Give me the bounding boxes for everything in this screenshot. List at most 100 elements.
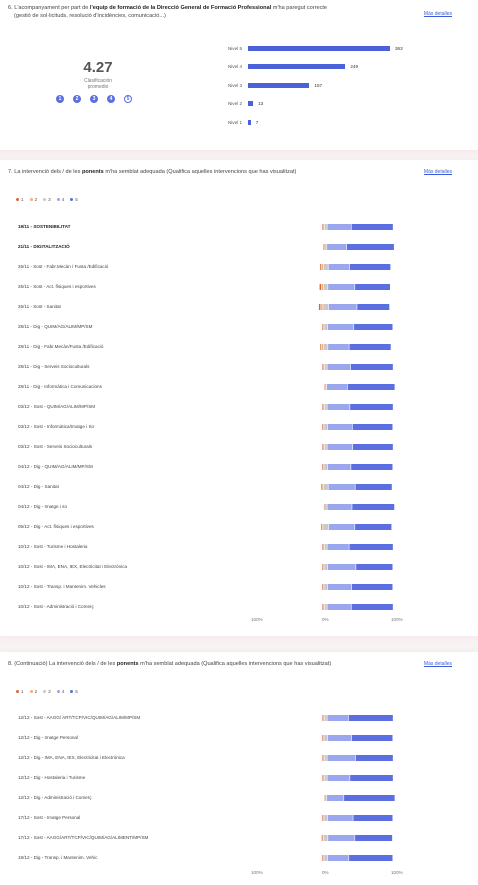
bar-segment-3 bbox=[323, 524, 329, 530]
bar-segment-1 bbox=[321, 835, 323, 841]
q7-card: 7. La intervenció dels / de les ponents … bbox=[0, 160, 478, 636]
session-label: 10/12 - Sost - Administració i Comerç bbox=[18, 604, 94, 609]
bar-segment-5 bbox=[348, 715, 393, 721]
bar-segment-2 bbox=[323, 364, 324, 370]
bar-segment-1 bbox=[322, 564, 323, 570]
bar-segment-4 bbox=[327, 855, 349, 861]
bar-segment-1 bbox=[322, 855, 323, 861]
bar-segment-5 bbox=[352, 504, 395, 510]
bar-segment-5 bbox=[344, 795, 395, 801]
bar-segment-3 bbox=[324, 755, 327, 761]
bar-segment-3 bbox=[323, 304, 329, 310]
star-3-icon: 3 bbox=[90, 95, 98, 103]
bar-segment-2 bbox=[322, 835, 324, 841]
level-bar-label: Nivel 3 bbox=[227, 82, 242, 88]
bar-segment-1 bbox=[321, 484, 322, 490]
stacked-bars-svg bbox=[318, 224, 395, 610]
bar-segment-5 bbox=[351, 224, 393, 230]
bar-segment-1 bbox=[320, 344, 322, 350]
average-rating-value: 4.27 bbox=[83, 59, 113, 76]
bar-segment-4 bbox=[327, 775, 350, 781]
bar-segment-1 bbox=[322, 604, 324, 610]
bar-segment-4 bbox=[327, 715, 349, 721]
bar-segment-2 bbox=[323, 404, 324, 410]
q7-more-details-link[interactable]: Más detalles bbox=[423, 169, 452, 175]
q6-card: 6. L'acompanyament per part de l'equip d… bbox=[0, 0, 478, 150]
bar-segment-5 bbox=[351, 735, 393, 741]
session-label: 28/11 - Dig - Fabr.Mecàn/Fusta /Edificac… bbox=[18, 344, 104, 349]
bar-segment-5 bbox=[355, 835, 393, 841]
bar-segment-5 bbox=[355, 524, 392, 530]
bar-segment-3 bbox=[324, 564, 328, 570]
bar-segment-2 bbox=[322, 815, 324, 821]
axis-tick-label: 0% bbox=[322, 617, 329, 622]
q6-more-details-link[interactable]: Más detalles bbox=[423, 11, 452, 17]
session-label: 17/12 - Sost - Imatge Personal bbox=[18, 815, 81, 820]
bar-segment-4 bbox=[327, 424, 353, 430]
legend-swatch bbox=[29, 690, 33, 694]
bar-segment-1 bbox=[322, 544, 324, 550]
bar-segment-1 bbox=[319, 264, 321, 270]
axis-tick-label: 100% bbox=[391, 617, 403, 622]
bar-segment-4 bbox=[327, 564, 356, 570]
legend-swatch bbox=[70, 198, 74, 202]
q7-title: 7. La intervenció dels / de les ponents … bbox=[8, 169, 297, 175]
bar-segment-5 bbox=[356, 564, 393, 570]
legend-label: 4 bbox=[61, 197, 65, 202]
level-bar-row: Nivel 2 13 bbox=[210, 101, 263, 107]
bar-segment-4 bbox=[327, 364, 351, 370]
bar-segment-3 bbox=[323, 344, 328, 350]
bar-segment-5 bbox=[349, 264, 391, 270]
legend-label: 2 bbox=[34, 197, 38, 202]
bar-segment-4 bbox=[327, 795, 344, 801]
bar-segment-3 bbox=[324, 795, 327, 801]
session-label: 04/12 - Dig - Imatge i so bbox=[18, 504, 68, 509]
bar-segment-3 bbox=[323, 264, 328, 270]
level-bar-count: 363 bbox=[395, 45, 403, 51]
bar-segment-5 bbox=[349, 855, 393, 861]
bar-segment-4 bbox=[327, 324, 354, 330]
bar-segment-3 bbox=[324, 544, 327, 550]
bar-segment-2 bbox=[323, 755, 324, 761]
bar-segment-5 bbox=[349, 544, 393, 550]
session-label: 10/12 - Sost - Transp. i Mantenim. Vehic… bbox=[18, 584, 106, 589]
bar-segment-2 bbox=[322, 564, 324, 570]
q8-legend: 1 2 3 4 5 bbox=[16, 689, 78, 694]
level-bar bbox=[248, 82, 310, 88]
legend-item: 3 bbox=[43, 689, 51, 694]
session-label: 28/11 - Dig - Informàtica i Comunicacion… bbox=[18, 384, 102, 389]
bar-segment-2 bbox=[323, 544, 324, 550]
bar-segment-2 bbox=[321, 264, 323, 270]
bar-segment-2 bbox=[322, 324, 324, 330]
bar-segment-1 bbox=[321, 524, 322, 530]
legend-item: 2 bbox=[29, 197, 38, 202]
bar-segment-3 bbox=[324, 855, 328, 861]
bar-segment-2 bbox=[322, 855, 324, 861]
bar-segment-2 bbox=[323, 775, 324, 781]
bar-segment-3 bbox=[324, 444, 327, 450]
bar-segment-3 bbox=[324, 324, 328, 330]
bar-segment-3 bbox=[324, 384, 327, 390]
bar-segment-4 bbox=[328, 835, 355, 841]
star-4-icon: 4 bbox=[107, 95, 115, 103]
star-2-icon: 2 bbox=[73, 95, 81, 103]
bar-segment-4 bbox=[327, 604, 351, 610]
axis-tick-label: 100% bbox=[251, 870, 263, 875]
bar-segment-5 bbox=[350, 404, 393, 410]
session-label: 12/12 - Dig - Administració i Comerç bbox=[18, 795, 92, 800]
legend-item: 4 bbox=[56, 689, 64, 694]
bar-segment-5 bbox=[351, 604, 393, 610]
q8-more-details-link[interactable]: Más detalles bbox=[423, 661, 452, 667]
bar-segment-4 bbox=[327, 815, 353, 821]
session-label: 05/12 - Dig - Act. físiques i esportives bbox=[18, 524, 94, 529]
bar-segment-3 bbox=[324, 775, 327, 781]
level-bar-row: Nivel 4 249 bbox=[210, 64, 358, 70]
stacked-bars-svg bbox=[321, 715, 395, 861]
bar-segment-1 bbox=[322, 755, 324, 761]
level-bar-row: Nivel 5 363 bbox=[210, 45, 403, 51]
legend-item: 2 bbox=[29, 689, 37, 694]
legend-item: 1 bbox=[16, 197, 24, 202]
legend-label: 5 bbox=[75, 689, 78, 694]
bar-segment-2 bbox=[323, 715, 324, 721]
bar-segment-1 bbox=[322, 464, 323, 470]
